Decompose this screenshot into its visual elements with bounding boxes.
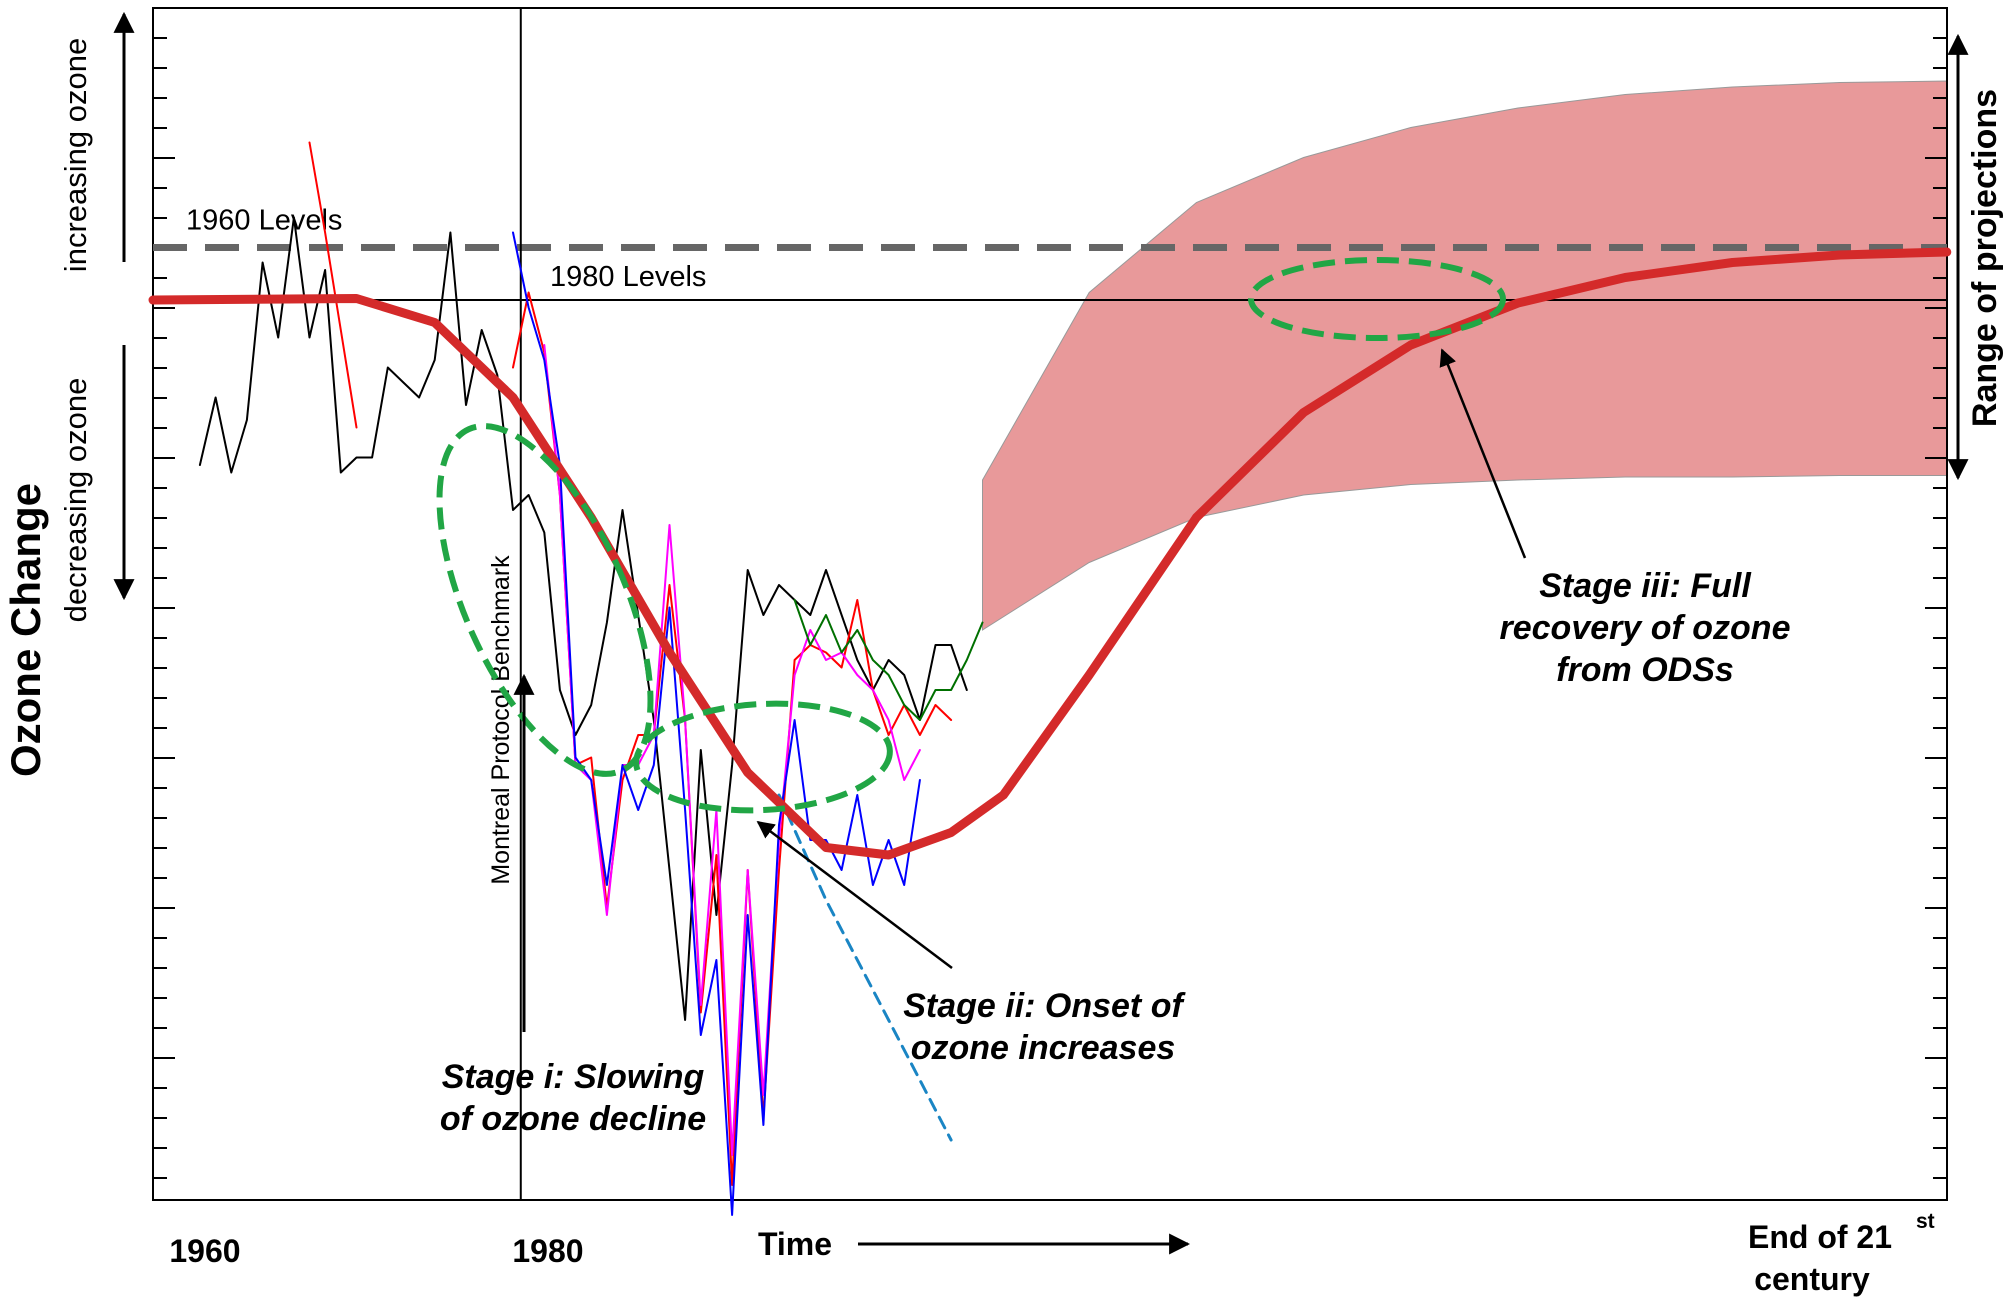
series-line-3 xyxy=(512,291,953,1186)
stage-i-line2: of ozone decline xyxy=(440,1100,706,1138)
x-end-label-line2: century xyxy=(1754,1261,1870,1297)
stage-iii-arrow xyxy=(1439,348,1527,559)
series-line-2 xyxy=(308,141,358,429)
series-line-6 xyxy=(793,599,984,721)
projection-range-band xyxy=(982,80,1948,631)
montreal-benchmark-label: Montreal Protocol Benchmark xyxy=(487,555,515,885)
ref-label-1960-levels: 1960 Levels xyxy=(186,205,342,237)
stage-i-ellipse xyxy=(436,423,654,777)
x-axis-title: Time xyxy=(758,1226,832,1262)
stage-i-line1: Stage i: Slowing xyxy=(442,1058,705,1096)
x-end-label-sup: st xyxy=(1916,1210,1935,1233)
x-end-label-line1: End of 21 xyxy=(1748,1219,1892,1255)
range-of-projections-label: Range of projections xyxy=(1966,89,2004,427)
x-tick-label-1980: 1980 xyxy=(512,1233,583,1269)
y-axis-down-label: decreasing ozone xyxy=(58,378,93,623)
ref-label-1980-levels: 1980 Levels xyxy=(550,261,706,293)
stage-iii-ellipse xyxy=(1248,257,1506,341)
series-line-4 xyxy=(543,344,921,1156)
stage-i-label: Stage i: Slowing of ozone decline xyxy=(440,1058,706,1138)
series-line-7 xyxy=(777,793,953,1142)
x-tick-label-1960: 1960 xyxy=(169,1233,240,1269)
stage-ii-line1: Stage ii: Onset of xyxy=(903,987,1186,1025)
tick-marks xyxy=(153,7,1947,1179)
stage-iii-label: Stage iii: Full recovery of ozone from O… xyxy=(1500,567,1791,689)
series-line-0 xyxy=(148,247,1952,860)
stage-ii-line2: ozone increases xyxy=(911,1029,1176,1067)
stage-iii-line2: recovery of ozone xyxy=(1500,609,1791,647)
stage-iii-line1: Stage iii: Full xyxy=(1539,567,1752,605)
series-group xyxy=(148,141,1952,1216)
series-line-1 xyxy=(198,216,968,1021)
y-axis-up-label: increasing ozone xyxy=(58,38,93,272)
stage-ii-label: Stage ii: Onset of ozone increases xyxy=(903,987,1186,1067)
stage-ii-ellipse xyxy=(633,700,893,814)
stage-ellipses xyxy=(436,257,1506,814)
plot-frame xyxy=(152,7,1948,1201)
stage-ii-arrow xyxy=(756,820,953,969)
y-axis-title: Ozone Change xyxy=(2,483,49,777)
stage-iii-line3: from ODSs xyxy=(1556,651,1734,689)
